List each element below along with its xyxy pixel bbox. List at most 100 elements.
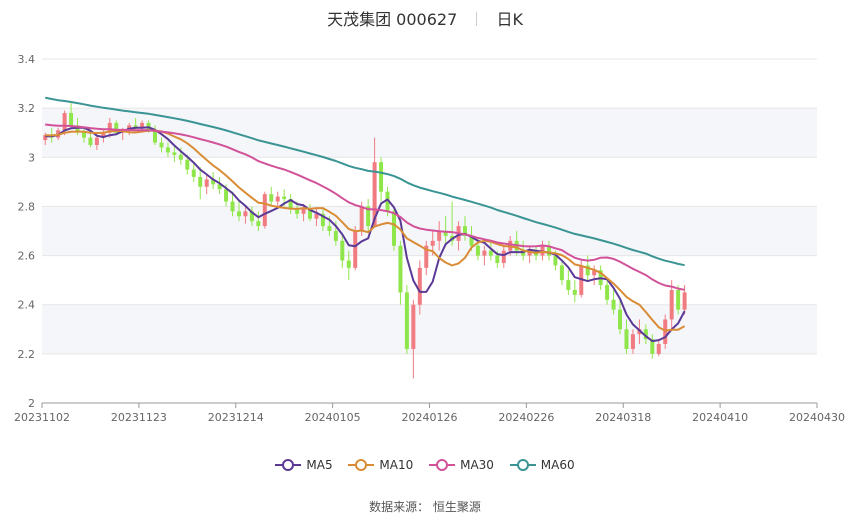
ma5-line [45,126,686,343]
candle-down [159,142,164,148]
candle-down [185,159,190,170]
legend-marker-icon [509,459,536,471]
candle-down [346,260,351,268]
candle-down [546,245,551,256]
candle-down [398,245,403,293]
candle-up [437,231,442,241]
x-tick-label: 20240410 [692,411,748,424]
candle-up [482,250,487,256]
candle-down [308,208,313,219]
stock-name: 天茂集团 [327,10,392,29]
candle-up [656,344,661,354]
candle-down [256,221,261,227]
candle-down [191,169,196,177]
y-tick-label: 3.4 [18,53,36,66]
candle-up [43,135,48,141]
candle-down [133,125,138,128]
candle-up [592,270,597,276]
legend-marker-icon [429,459,456,471]
legend-item-ma60[interactable]: MA60 [509,458,575,472]
candle-up [62,113,67,131]
candle-up [262,194,267,227]
candle-down [249,211,254,222]
candle-down [217,184,222,190]
candle-down [333,231,338,241]
candle-down [224,189,229,202]
candle-down [618,309,623,330]
candle-down [81,132,86,138]
stock-code: 000627 [396,10,458,29]
candle-up [101,132,106,138]
candle-up [417,267,422,305]
legend-marker-icon [275,459,302,471]
x-tick-label: 20240226 [498,411,554,424]
x-tick-label: 20240105 [305,411,361,424]
y-tick-label: 2.2 [18,348,36,361]
candle-down [165,147,170,153]
candle-down [495,255,500,263]
candle-down [650,339,655,354]
source-label: 数据来源： [369,500,430,514]
candle-down [469,235,474,246]
candle-down [605,285,610,300]
candle-down [391,211,396,246]
candle-up [527,250,532,256]
y-tick-label: 2.4 [18,299,36,312]
legend-item-ma5[interactable]: MA5 [275,458,333,472]
candle-down [404,292,409,349]
legend-label: MA30 [460,458,494,472]
candle-down [475,245,480,256]
candle-down [572,289,577,295]
candle-down [198,176,203,187]
candle-down [282,196,287,200]
candle-down [379,162,384,192]
y-tick-label: 3 [28,151,35,164]
legend-item-ma10[interactable]: MA10 [348,458,413,472]
title-divider [476,12,478,26]
candle-down [88,137,93,145]
y-tick-label: 3.2 [18,102,36,115]
legend-label: MA5 [306,458,333,472]
candle-up [94,137,99,145]
candle-down [521,250,526,256]
candle-up [301,208,306,214]
ma30-line [45,123,685,291]
legend-item-ma30[interactable]: MA30 [429,458,494,472]
candle-down [288,199,293,209]
candle-down [295,208,300,214]
candle-up [424,245,429,268]
data-source: 数据来源： 恒生聚源 [0,498,850,515]
candle-up [630,334,635,349]
candle-down [624,329,629,349]
legend-marker-icon [348,459,375,471]
y-tick-label: 2.6 [18,250,36,263]
candle-down [172,152,177,155]
candle-down [269,194,274,202]
candle-down [75,125,80,133]
x-tick-label: 20240430 [789,411,845,424]
candle-down [153,130,158,143]
candle-down [69,113,74,126]
candle-down [340,240,345,261]
candle-up [430,240,435,246]
candle-down [611,299,616,310]
candle-down [385,191,390,212]
grid-band [42,304,817,354]
candle-up [275,196,280,202]
candle-down [643,329,648,340]
candle-down [676,289,681,310]
candle-up [637,329,642,335]
x-tick-label: 20240318 [595,411,651,424]
candle-up [107,122,112,133]
candle-down [178,154,183,160]
candle-up [314,213,319,219]
x-tick-label: 20240126 [402,411,458,424]
candle-up [204,179,209,187]
legend-label: MA60 [540,458,575,472]
candle-down [327,226,332,231]
candle-down [559,265,564,281]
candle-up [669,289,674,320]
candle-down [585,265,590,276]
candle-down [211,179,216,185]
